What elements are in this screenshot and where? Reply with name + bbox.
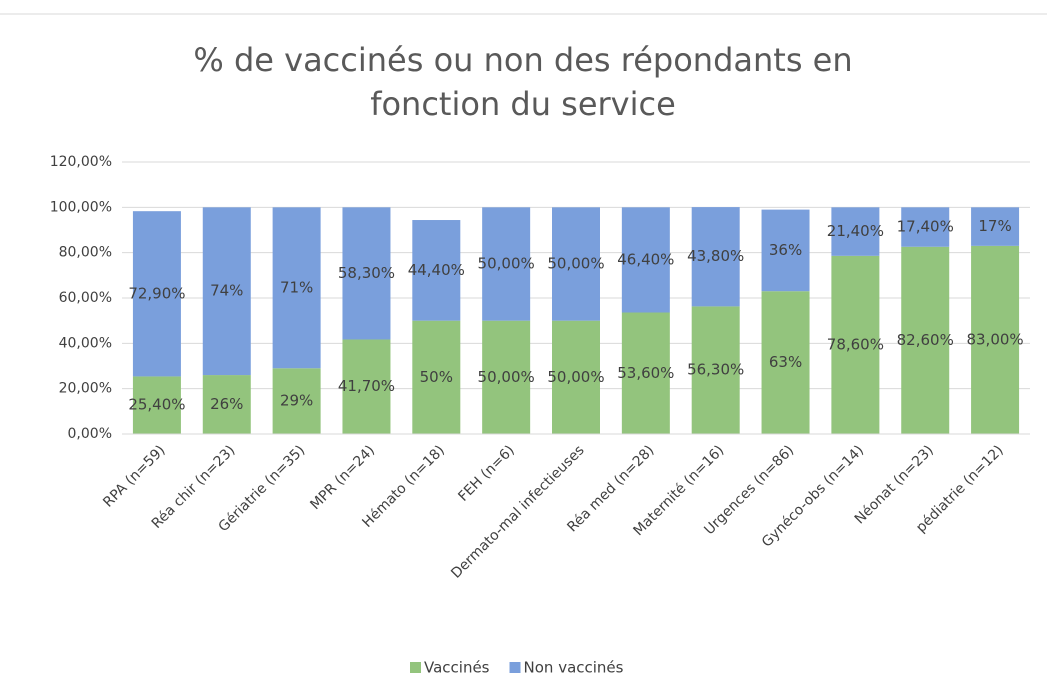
value-label: 36% [769, 241, 802, 259]
bar-segment [342, 207, 391, 340]
bar-segment [761, 209, 810, 292]
y-tick-label: 80,00% [59, 245, 112, 261]
value-label: 50,00% [547, 368, 604, 386]
value-label: 74% [210, 282, 243, 300]
bar-segment [552, 320, 600, 434]
bar-segment [691, 306, 740, 434]
bar-segment [971, 207, 1020, 246]
value-label: 58,30% [338, 264, 395, 282]
bar-segment [412, 320, 461, 434]
value-label: 50,00% [478, 255, 535, 273]
value-label: 17,40% [897, 218, 954, 236]
value-label: 83,00% [966, 330, 1023, 348]
bar-segment [691, 207, 740, 307]
chart-title: % de vaccinés ou non des répondants en f… [193, 41, 853, 123]
bar-segment [621, 207, 670, 313]
value-label: 44,40% [408, 261, 465, 279]
legend-swatch [410, 662, 421, 673]
bar-segment [482, 320, 531, 434]
value-label: 56,30% [687, 361, 744, 379]
value-label: 17% [978, 217, 1011, 235]
bar-segment [901, 246, 950, 434]
value-label: 78,60% [827, 335, 884, 353]
x-tick-label: FEH (n=6) [455, 442, 517, 504]
bar-segment [901, 207, 950, 247]
x-tick-label: RPA (n=59) [100, 442, 168, 510]
value-label: 53,60% [617, 364, 674, 382]
value-label: 50,00% [478, 368, 535, 386]
bar-segment [132, 376, 181, 434]
x-tick-label: Dermato-mal infectieuses [448, 442, 587, 581]
value-label: 46,40% [617, 250, 674, 268]
legend-swatch [509, 662, 521, 673]
y-tick-label: 0,00% [68, 426, 112, 442]
value-label: 25,40% [128, 396, 185, 414]
bar-segment [132, 211, 181, 377]
value-label: 41,70% [338, 377, 395, 395]
y-tick-label: 20,00% [59, 381, 112, 397]
y-tick-label: 100,00% [50, 199, 112, 215]
bar-segment [412, 220, 461, 321]
x-tick-label: MPR (n=24) [307, 442, 378, 513]
value-label: 63% [769, 353, 802, 371]
value-label: 71% [280, 278, 313, 296]
legend-label: Vaccinés [424, 659, 490, 677]
value-label: 72,90% [128, 284, 185, 302]
value-label: 43,80% [687, 247, 744, 265]
bar-segment [202, 207, 251, 376]
bar-segment [342, 339, 391, 434]
bar-segment [272, 207, 321, 369]
y-tick-label: 120,00% [50, 154, 112, 170]
bar-segment [202, 375, 251, 434]
value-label: 29% [280, 392, 313, 410]
value-label: 82,60% [897, 331, 954, 349]
value-label: 50% [420, 368, 453, 386]
bar-segment [971, 245, 1020, 434]
legend-label: Non vaccinés [524, 659, 624, 677]
y-tick-label: 60,00% [59, 290, 112, 306]
bar-segment [552, 207, 600, 321]
bar-segment [831, 255, 880, 434]
bar-segment [831, 207, 880, 256]
bar-segment [272, 368, 321, 434]
y-tick-label: 40,00% [59, 335, 112, 351]
value-label: 21,40% [827, 222, 884, 240]
value-label: 50,00% [547, 255, 604, 273]
bar-segment [482, 207, 531, 321]
value-label: 26% [210, 395, 243, 413]
bar-segment [621, 312, 670, 434]
bar-segment [761, 291, 810, 434]
